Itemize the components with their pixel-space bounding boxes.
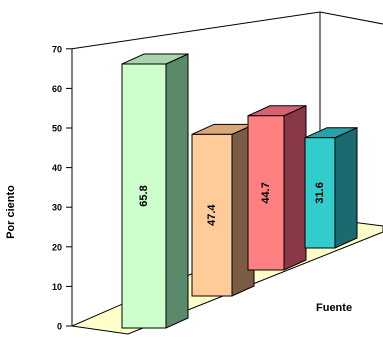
bar: 47.4 [191, 123, 255, 297]
y-tick-label: 10 [52, 282, 62, 292]
bar-value-label: 44.7 [260, 182, 272, 203]
bar-value-label: 31.6 [314, 182, 326, 203]
bar-side-face [165, 53, 189, 329]
y-tick-label: 70 [52, 44, 62, 54]
bar-front-face [304, 137, 336, 249]
bar-front-face [247, 115, 285, 271]
y-axis: 0 10 20 30 40 50 60 70 [52, 44, 73, 332]
bar-value-label: 65.8 [138, 185, 150, 206]
bar-side-face [334, 126, 358, 249]
y-tick-label: 30 [52, 203, 62, 213]
bar-side-face [283, 104, 307, 271]
y-axis-title: Por ciento [5, 185, 17, 239]
y-tick-label: 60 [52, 84, 62, 94]
back-wall-top-edge [71, 11, 321, 50]
bar: 31.6 [304, 126, 358, 249]
y-tick-label: 20 [52, 242, 62, 252]
bar-value-label: 47.4 [206, 204, 218, 226]
x-axis-title: Fuente [316, 302, 352, 314]
bars: 65.8 47.4 44.7 31.6 [121, 53, 358, 329]
bar-front-face [121, 63, 167, 329]
y-tick-label: 40 [52, 163, 62, 173]
y-tick-label: 50 [52, 124, 62, 134]
bar-front-face [191, 133, 233, 297]
bar: 65.8 [121, 53, 189, 329]
bar: 44.7 [247, 104, 307, 271]
side-wall-top-edge [319, 11, 383, 25]
y-tick-label: 0 [57, 322, 62, 332]
